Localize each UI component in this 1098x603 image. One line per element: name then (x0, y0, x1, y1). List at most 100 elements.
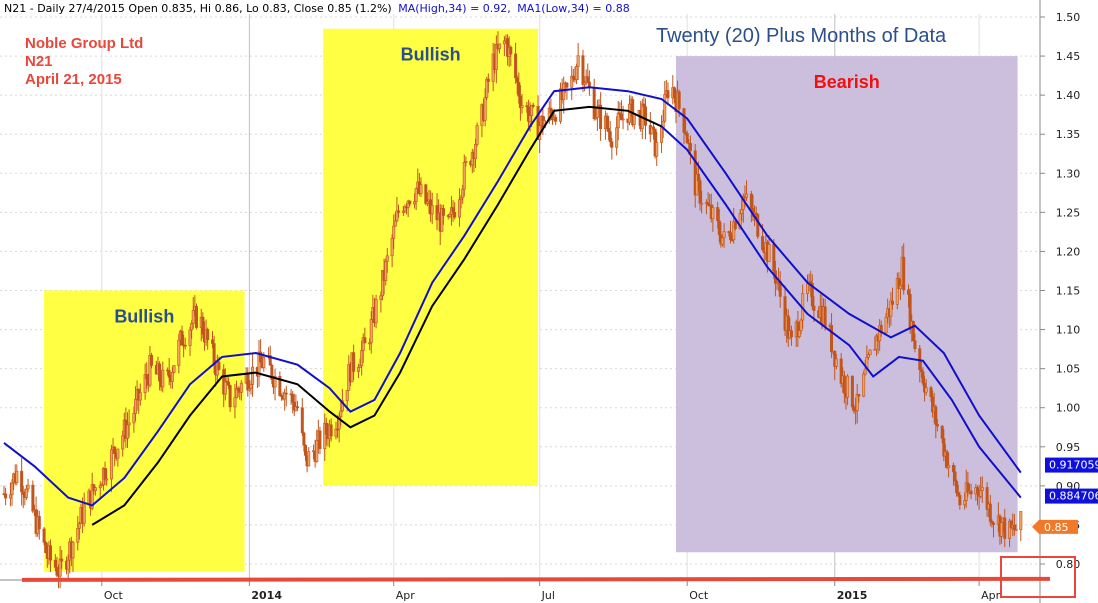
candle (15, 464, 19, 486)
candle (498, 43, 502, 54)
candle-body (732, 221, 736, 241)
candle-body (911, 321, 915, 341)
candle-body (956, 492, 960, 496)
candle-body (494, 44, 498, 70)
candle (711, 204, 715, 232)
ma-value-tag-label: 0.884706 (1049, 490, 1098, 503)
y-tick-label: 1.15 (1056, 285, 1081, 298)
candle-body (172, 365, 176, 373)
candle (462, 154, 466, 197)
candle (810, 274, 814, 310)
candle-body (627, 103, 631, 123)
candle (172, 365, 176, 374)
candle-body (249, 384, 253, 389)
candle-body (621, 118, 625, 121)
candle-body (951, 465, 955, 473)
candle-body (223, 380, 227, 395)
candle-body (642, 103, 646, 108)
candle (1003, 509, 1007, 548)
candle-body (992, 522, 996, 525)
candle (257, 340, 261, 387)
candle-body (575, 66, 579, 80)
candle-body (158, 363, 162, 382)
candle-body (717, 220, 721, 236)
candle (148, 345, 152, 388)
candle (408, 200, 412, 207)
candle-body (10, 482, 14, 496)
candle-body (393, 220, 397, 227)
candle-body (559, 88, 563, 122)
candle-body (26, 484, 30, 490)
candle-body (520, 105, 524, 108)
candle-body (300, 407, 304, 434)
candle-body (55, 567, 59, 576)
candle (722, 223, 726, 248)
candle-body (82, 504, 86, 524)
candle (899, 279, 903, 300)
candle-body (304, 444, 308, 456)
candle (902, 243, 906, 295)
candle-body (190, 323, 194, 331)
candle-body (979, 490, 983, 497)
candle (830, 313, 834, 358)
candle (531, 102, 535, 109)
candle (397, 204, 401, 218)
candle-body (855, 394, 859, 411)
ma-value-tag-bg (1045, 488, 1098, 504)
candle-body (688, 143, 692, 152)
candle-body (908, 294, 912, 330)
candle-body (486, 78, 490, 82)
candle (464, 156, 468, 167)
candle-body (134, 398, 138, 414)
candles (2, 31, 1023, 589)
candle (756, 212, 760, 240)
candle (868, 349, 872, 356)
y-tick-label: 1.10 (1056, 324, 1081, 337)
candle (857, 394, 861, 403)
candle-body (392, 225, 396, 239)
candle-body (161, 369, 165, 388)
candle (595, 99, 599, 131)
candle-body (397, 210, 401, 213)
candle (992, 521, 996, 538)
ma-line (91, 105, 662, 526)
candle-body (44, 541, 48, 553)
candle-body (379, 295, 383, 300)
candle-body (390, 238, 394, 257)
candle (988, 494, 992, 527)
candle-body (360, 350, 364, 367)
candle-body (228, 385, 232, 408)
candle-body (31, 484, 35, 512)
candle-body (698, 180, 702, 204)
candle-body (257, 351, 261, 377)
candle-body (369, 319, 373, 344)
bear-label: Bearish (814, 72, 880, 92)
candle-body (756, 214, 760, 237)
candle-body (385, 255, 389, 262)
candle-body (212, 343, 216, 366)
candle (475, 122, 479, 147)
candle (969, 483, 973, 500)
candle-body (929, 387, 933, 398)
candle (4, 487, 8, 506)
candle-body (677, 91, 681, 109)
candle-body (233, 397, 237, 408)
candle-body (475, 125, 479, 145)
candle-body (857, 394, 861, 397)
candle (385, 247, 389, 273)
ma-value-tag-bg (1045, 457, 1098, 473)
candle-body (485, 78, 489, 98)
candle (71, 540, 75, 572)
candle (270, 363, 274, 385)
candle-body (1003, 517, 1007, 539)
candle (20, 457, 24, 506)
candle-body (571, 75, 575, 80)
candle (393, 212, 397, 227)
candle (457, 188, 461, 227)
candle-body (722, 231, 726, 239)
candle-body (448, 214, 452, 217)
candle-body (716, 207, 720, 222)
candle (441, 204, 445, 225)
candle-body (71, 541, 75, 559)
candle (895, 272, 899, 310)
